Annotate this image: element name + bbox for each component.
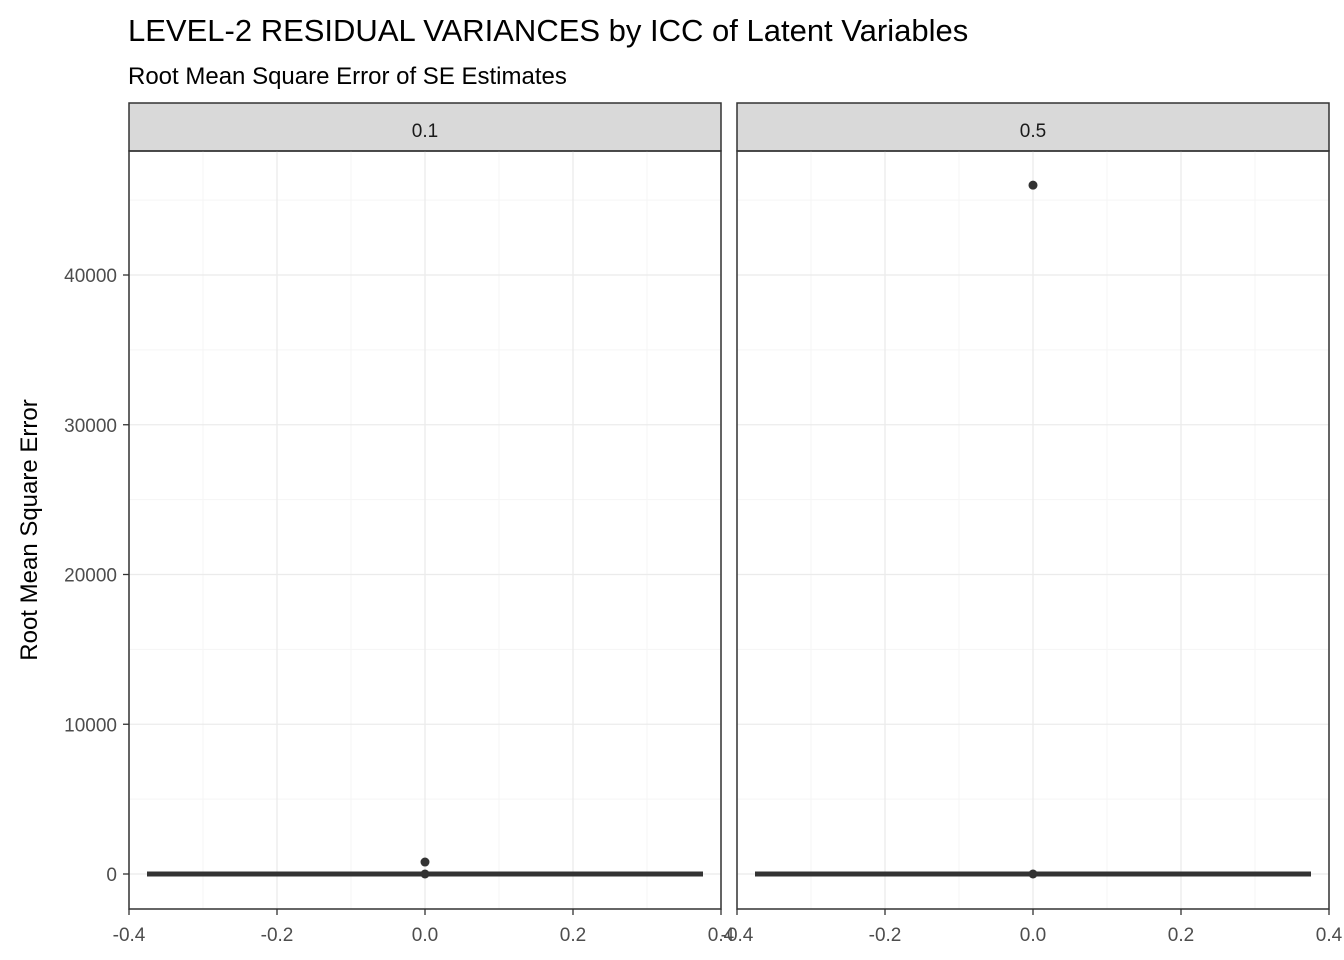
x-tick-label: 0.2 — [1168, 925, 1194, 946]
facet-strip-label: 0.5 — [1020, 121, 1046, 142]
x-tick-label: 0.2 — [560, 925, 586, 946]
x-tick-label: 0.4 — [708, 925, 735, 946]
y-tick-label: 10000 — [64, 715, 117, 736]
facet-panel: 0.1 -0.4 -0.2 0.0 0.2 0.4 0 10000 20000 30000 4000… — [64, 102, 735, 946]
chart-title: LEVEL-2 RESIDUAL VARIANCES by ICC of Lat… — [128, 13, 968, 48]
outlier-point — [1028, 180, 1038, 190]
facet-panel: 0.5 -0.4 -0.2 0.0 0.2 0.4 — [721, 102, 1343, 946]
chart-subtitle: Root Mean Square Error of SE Estimates — [128, 63, 567, 90]
x-tick-label: 0.0 — [412, 925, 438, 946]
x-tick-label: -0.2 — [261, 925, 294, 946]
x-tick-label: -0.4 — [721, 925, 754, 946]
y-tick-label: 30000 — [64, 416, 117, 437]
facet-strip-label: 0.1 — [412, 121, 438, 142]
x-tick-label: -0.2 — [869, 925, 902, 946]
outlier-point — [420, 857, 430, 867]
y-axis-title: Root Mean Square Error — [16, 399, 43, 660]
facet-strip — [736, 102, 1330, 152]
x-tick-label: -0.4 — [113, 925, 146, 946]
y-tick-label: 20000 — [64, 566, 117, 587]
y-tick-label: 0 — [106, 865, 117, 886]
x-tick-label: 0.0 — [1020, 925, 1046, 946]
outlier-point — [1028, 869, 1038, 879]
y-tick-label: 40000 — [64, 266, 117, 287]
facet-panels: 0.1 -0.4 -0.2 0.0 0.2 0.4 0 10000 20000 30000 4000… — [64, 102, 1343, 946]
x-tick-label: 0.4 — [1316, 925, 1343, 946]
facet-strip — [128, 102, 722, 152]
outlier-point — [420, 869, 430, 879]
